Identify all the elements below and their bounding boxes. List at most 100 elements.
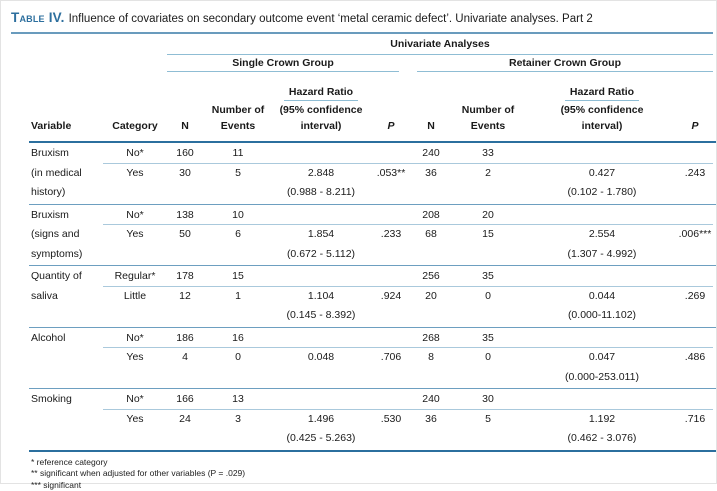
empty-cell [677, 306, 713, 326]
table-number-label: Table IV. [11, 10, 65, 25]
cell-category: No* [103, 329, 167, 349]
col-header-p-single: P [369, 118, 413, 141]
empty-cell [167, 429, 203, 449]
col-header-events-line2: Events [203, 118, 273, 134]
header-retainer-crown-group: Retainer Crown Group [417, 55, 713, 72]
cell-variable-line2: (signs and [29, 225, 103, 245]
cell-confidence-interval: (0.462 - 3.076) [527, 429, 677, 449]
table-row-ci: (0.145 - 8.392) (0.000-11.102) [29, 306, 713, 326]
empty-cell [527, 206, 677, 226]
empty-cell [677, 183, 713, 203]
cell-n: 160 [167, 144, 203, 164]
empty-cell [677, 245, 713, 265]
table-row-reference: Bruxism No* 160 11 240 33 [29, 144, 713, 164]
cell-variable-line3: symptoms) [29, 245, 103, 265]
footnote-reference-category: * reference category [31, 457, 716, 469]
cell-n: 138 [167, 206, 203, 226]
variable-row-group: Bruxism No* 138 10 208 20 (signs and Yes… [29, 204, 716, 266]
cell-events: 3 [203, 410, 273, 430]
cell-events: 10 [203, 206, 273, 226]
col-header-events-single: Number of Events [203, 102, 273, 141]
empty-cell [167, 368, 203, 388]
empty-cell [369, 306, 413, 326]
empty-cell [369, 267, 413, 287]
table-header: Univariate Analyses Single Crown Group R… [29, 34, 716, 143]
empty-cell [677, 206, 713, 226]
empty-cell [167, 306, 203, 326]
cell-variable-line1: Smoking [29, 390, 103, 410]
cell-n: 68 [413, 225, 449, 245]
empty-cell [413, 429, 449, 449]
empty-cell [677, 267, 713, 287]
cell-p-value: .924 [369, 287, 413, 307]
empty-cell [103, 306, 167, 326]
empty-cell [413, 368, 449, 388]
cell-n: 8 [413, 348, 449, 368]
cell-category: No* [103, 144, 167, 164]
cell-category: No* [103, 390, 167, 410]
cell-n: 240 [413, 144, 449, 164]
cell-category: Little [103, 287, 167, 307]
empty-cell [273, 267, 369, 287]
cell-variable-line1: Alcohol [29, 329, 103, 349]
empty-cell [203, 306, 273, 326]
hazard-ratio-label: Hazard Ratio [565, 84, 639, 101]
cell-hazard-ratio: 0.048 [273, 348, 369, 368]
cell-variable-line2 [29, 348, 103, 368]
cell-events: 13 [203, 390, 273, 410]
empty-cell [449, 183, 527, 203]
cell-confidence-interval: (0.988 - 8.211) [273, 183, 369, 203]
cell-n: 208 [413, 206, 449, 226]
header-row-columns: Variable Category N Number of Events Haz… [29, 72, 713, 141]
header-row-groups: Single Crown Group Retainer Crown Group [29, 55, 713, 72]
cell-events: 35 [449, 267, 527, 287]
empty-cell [203, 368, 273, 388]
cell-p-value: .716 [677, 410, 713, 430]
empty-cell [103, 429, 167, 449]
cell-confidence-interval: (0.000-253.011) [527, 368, 677, 388]
ci-label-line2: interval) [527, 118, 677, 134]
empty-cell [413, 306, 449, 326]
cell-confidence-interval: (0.672 - 5.112) [273, 245, 369, 265]
cell-variable-line2: (in medical [29, 164, 103, 184]
empty-cell [369, 368, 413, 388]
col-header-events-line1: Number of [449, 102, 527, 118]
empty-cell [369, 183, 413, 203]
cell-hazard-ratio: 0.427 [527, 164, 677, 184]
header-single-crown-group: Single Crown Group [167, 55, 399, 72]
cell-n: 268 [413, 329, 449, 349]
col-header-events-line1: Number of [203, 102, 273, 118]
empty-cell [449, 245, 527, 265]
cell-category: No* [103, 206, 167, 226]
cell-events: 35 [449, 329, 527, 349]
cell-events: 0 [449, 287, 527, 307]
cell-events: 16 [203, 329, 273, 349]
empty-cell [103, 368, 167, 388]
empty-cell [677, 390, 713, 410]
empty-cell [369, 206, 413, 226]
empty-cell [449, 306, 527, 326]
table-caption: Influence of covariates on secondary out… [65, 13, 593, 25]
cell-n: 30 [167, 164, 203, 184]
cell-variable-line1: Bruxism [29, 206, 103, 226]
empty-cell [369, 429, 413, 449]
table-row-comparison: Yes 4 0 0.048 .706 8 0 0.047 .486 [29, 348, 713, 368]
cell-events: 2 [449, 164, 527, 184]
empty-cell [203, 183, 273, 203]
table-row-comparison: (in medical Yes 30 5 2.848 .053** 36 2 0… [29, 164, 713, 184]
empty-cell [203, 245, 273, 265]
cell-p-value: .706 [369, 348, 413, 368]
footnotes: * reference category ** significant when… [31, 457, 716, 491]
empty-cell [527, 144, 677, 164]
cell-variable-line1: Bruxism [29, 144, 103, 164]
empty-cell [103, 183, 167, 203]
ci-label-line1: (95% confidence [273, 102, 369, 118]
table-row-reference: Alcohol No* 186 16 268 35 [29, 329, 713, 349]
table-row-comparison: saliva Little 12 1 1.104 .924 20 0 0.044… [29, 287, 713, 307]
cell-events: 6 [203, 225, 273, 245]
col-header-category: Category [103, 118, 167, 141]
table-row-comparison: Yes 24 3 1.496 .530 36 5 1.192 .716 [29, 410, 713, 430]
col-header-p-retainer: P [677, 118, 713, 141]
cell-confidence-interval: (1.307 - 4.992) [527, 245, 677, 265]
